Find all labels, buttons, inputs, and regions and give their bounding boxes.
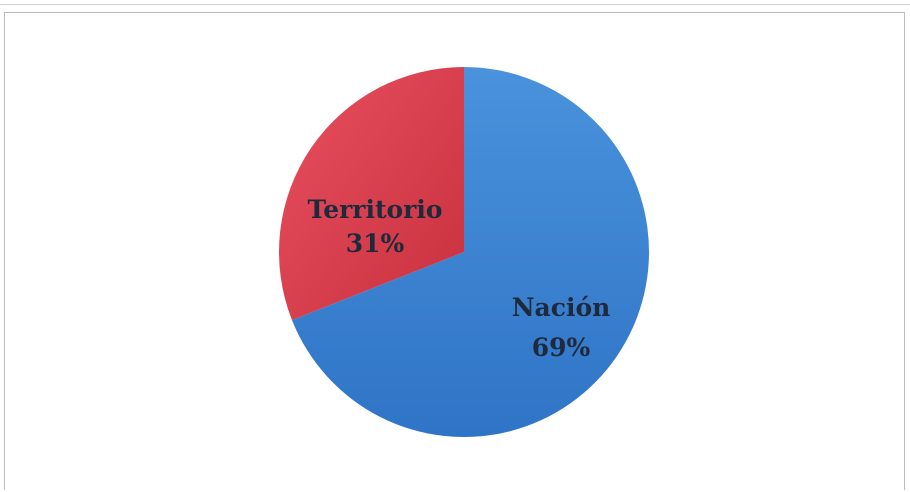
pie-slice-naci-n <box>291 67 650 437</box>
pie-slice-territorio <box>279 67 464 321</box>
slice-value-label-nacion: 69% <box>532 333 591 362</box>
slice-name-label-nacion: Nación <box>512 293 611 322</box>
pie-slices <box>279 67 650 437</box>
slice-name-label-territorio: Territorio <box>307 195 442 224</box>
slice-value-label-territorio: 31% <box>346 229 405 258</box>
top-border-line <box>0 4 910 5</box>
pie-labels: Territorio 31% Nación 69% <box>307 195 610 362</box>
